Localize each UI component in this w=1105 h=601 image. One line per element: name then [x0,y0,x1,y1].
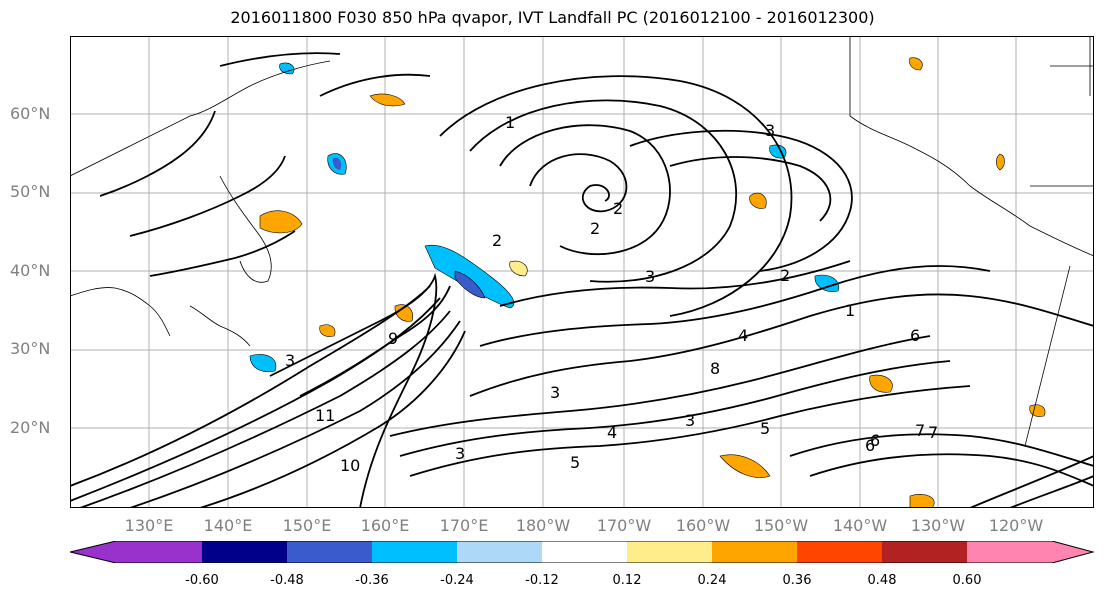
map-panel: 1 2 2 2 3 3 2 1 3 4 6 8 5 3 6 7 10 11 9 … [70,36,1094,508]
lat-label-30n: 30°N [10,339,51,358]
contour-label: 4 [607,423,617,442]
contour-label: 2 [780,266,790,285]
contour-label: 3 [765,121,775,140]
lon-label-180w: 180°W [515,516,571,535]
lon-label-130w: 130°W [910,516,966,535]
contour-label: 6 [870,431,880,450]
lon-label-120w: 120°W [988,516,1044,535]
contour-label: 3 [685,411,695,430]
lat-label-40n: 40°N [10,261,51,280]
lat-label-50n: 50°N [10,182,51,201]
colorbar-segment [882,541,967,563]
colorbar-segment [967,541,1093,563]
contour-label: 5 [760,419,770,438]
colorbar-tick-label: 0.36 [782,573,812,588]
colorbar-tick-label: 0.48 [867,573,897,588]
map-background [70,36,1094,508]
contour-labels: 1 2 2 2 3 3 2 1 3 4 6 8 5 3 6 7 10 11 9 … [285,113,938,475]
colorbar-tick-label: -0.12 [525,573,559,588]
contour-label: 5 [570,453,580,472]
contour-label: 6 [865,436,875,455]
contour-label: 3 [645,267,655,286]
map-frame [70,36,1094,508]
colorbar-tick-label: 0.12 [612,573,642,588]
lat-label-60n: 60°N [10,104,51,123]
contour-label: 8 [710,359,720,378]
contour-label: 7 [928,423,938,442]
colorbar-segment [627,541,712,563]
lon-label-140w: 140°W [832,516,888,535]
colorbar-tick-label: 0.24 [697,573,727,588]
colorbar-segment [70,541,202,563]
lon-label-150w: 150°W [753,516,809,535]
colorbar-segment [457,541,542,563]
lon-label-150e: 150°E [282,516,332,535]
colorbar [70,541,1094,563]
colorbar-tick-label: -0.60 [185,573,219,588]
contour-label: 3 [285,351,295,370]
lon-label-160w: 160°W [675,516,731,535]
contour-label: 2 [492,231,502,250]
contour-label: 10 [340,456,360,475]
contour-label: 1 [505,113,515,132]
contour-label: 11 [315,406,335,425]
contour-label: 3 [455,444,465,463]
colorbar-segment [712,541,797,563]
contours [70,52,1094,508]
colorbar-tick-label: 0.60 [952,573,982,588]
shaded-anomalies [249,57,1046,508]
colorbar-outline [70,541,1094,563]
colorbar-segment [797,541,882,563]
colorbar-tick-label: -0.48 [270,573,304,588]
lon-label-130e: 130°E [124,516,174,535]
lon-label-170w: 170°W [596,516,652,535]
contour-label: 1 [845,301,855,320]
colorbar-segment [542,541,627,563]
contour-label: 4 [738,326,748,345]
coastlines [70,36,1094,447]
colorbar-segment [372,541,457,563]
colorbar-tick-label: -0.24 [440,573,474,588]
lon-label-140e: 140°E [203,516,253,535]
map-title: 2016011800 F030 850 hPa qvapor, IVT Land… [230,8,875,27]
contour-label: 6 [910,326,920,345]
contour-label: 3 [550,383,560,402]
colorbar-segment [287,541,372,563]
lon-label-160e: 160°E [360,516,410,535]
colorbar-tick-label: -0.36 [355,573,389,588]
colorbar-segment [202,541,287,563]
lon-label-170e: 170°E [439,516,489,535]
contour-label: 2 [613,199,623,218]
contour-label: 9 [388,329,398,348]
contour-label: 7 [915,421,925,440]
lat-label-20n: 20°N [10,418,51,437]
contour-label: 2 [590,219,600,238]
